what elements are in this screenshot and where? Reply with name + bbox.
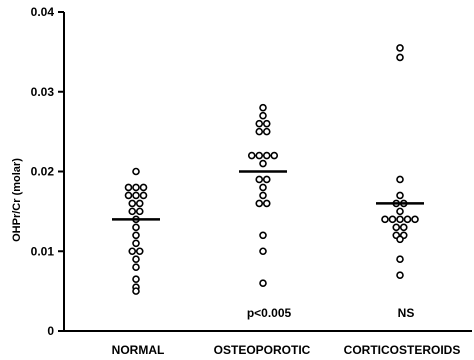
y-ticks: 0 0.01 0.02 0.03 0.04 <box>31 5 64 338</box>
data-point <box>132 191 140 200</box>
data-point <box>262 199 271 208</box>
data-point <box>396 191 404 200</box>
category-label: OSTEOPOROTIC <box>214 343 311 357</box>
y-tick-label: 0.01 <box>31 244 55 258</box>
data-point <box>259 159 267 168</box>
data-point <box>139 183 148 192</box>
data-point <box>396 255 404 264</box>
category-labels: NORMAL OSTEOPOROTIC CORTICOSTEROIDS <box>112 343 461 357</box>
y-tick-label: 0.03 <box>31 85 55 99</box>
data-point <box>132 231 140 240</box>
data-point <box>262 127 271 136</box>
data-point <box>411 215 419 224</box>
data-point <box>381 215 389 224</box>
data-point <box>259 183 267 192</box>
y-tick-label: 0.02 <box>31 165 55 179</box>
data-point <box>139 191 148 200</box>
data-point <box>396 175 404 184</box>
data-point <box>128 247 137 256</box>
data-point <box>262 175 271 184</box>
y-tick-label: 0 <box>47 324 54 338</box>
data-point <box>132 263 140 272</box>
data-point <box>396 44 404 52</box>
data-point <box>135 247 144 256</box>
data-point <box>255 127 264 136</box>
data-point <box>135 207 144 216</box>
data-point <box>132 223 140 232</box>
data-point <box>396 235 404 244</box>
data-point <box>124 191 133 200</box>
data-point <box>132 239 140 248</box>
data-point <box>259 247 267 256</box>
y-tick-label: 0.04 <box>31 5 55 19</box>
data-point <box>259 231 267 240</box>
data-point <box>128 199 137 208</box>
data-point <box>388 215 397 224</box>
data-point <box>259 111 267 120</box>
data-point <box>262 119 271 128</box>
data-point <box>392 223 401 232</box>
data-point <box>132 255 140 264</box>
median-lines <box>112 170 424 221</box>
data-point <box>396 271 404 279</box>
data-point <box>270 151 279 160</box>
data-point <box>259 191 267 200</box>
data-point <box>262 151 271 160</box>
annotation: NS <box>398 306 415 320</box>
data-point <box>259 279 267 287</box>
data-point <box>132 167 140 176</box>
data-point <box>255 151 264 160</box>
annotation: p<0.005 <box>247 306 292 320</box>
data-point <box>128 207 137 216</box>
y-axis-label: OHPr/Cr (molar) <box>11 158 23 242</box>
data-point <box>396 215 404 224</box>
data-point <box>396 53 404 62</box>
data-point <box>135 199 144 208</box>
data-point <box>132 275 140 283</box>
data-point <box>132 183 140 192</box>
category-label: NORMAL <box>112 343 165 357</box>
annotations: p<0.005 NS <box>247 306 415 320</box>
data-points <box>124 44 419 295</box>
data-point <box>403 215 412 224</box>
data-point <box>124 183 133 192</box>
data-point <box>259 103 267 112</box>
data-point <box>255 119 264 128</box>
data-point <box>255 199 264 208</box>
data-point <box>255 175 264 184</box>
category-label: CORTICOSTEROIDS <box>344 343 461 357</box>
data-point <box>399 223 408 232</box>
data-point <box>396 207 404 216</box>
data-point <box>132 287 140 295</box>
data-point <box>247 151 256 160</box>
